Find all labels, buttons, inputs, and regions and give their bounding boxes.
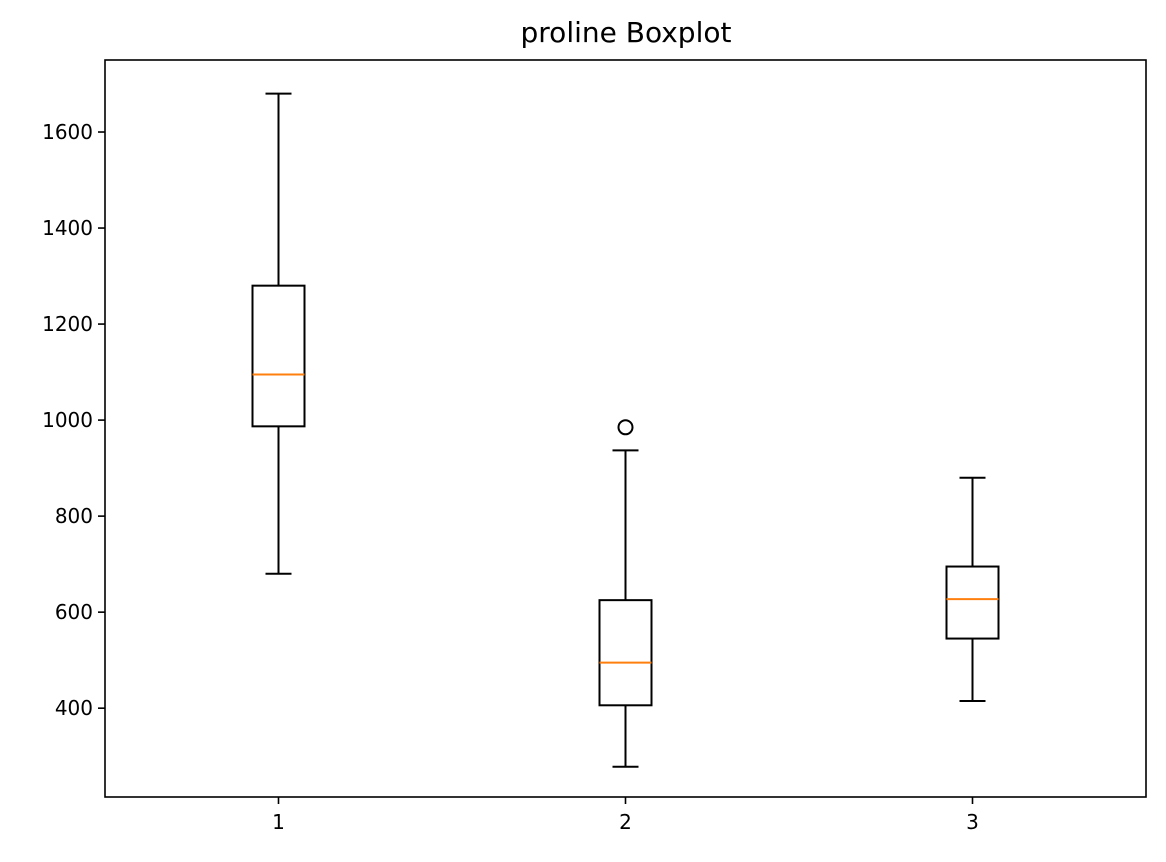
- x-tick-label: 1: [272, 810, 285, 834]
- chart-marks: 400 600 800 1000 1200 1400 1600 1 2 3: [42, 92, 1000, 834]
- y-tick-label: 1000: [42, 408, 93, 432]
- x-tick-label: 3: [966, 810, 979, 834]
- y-tick-label: 800: [55, 504, 93, 528]
- y-tick-label: 1600: [42, 120, 93, 144]
- x-tick-label: 2: [619, 810, 632, 834]
- y-tick-label: 600: [55, 600, 93, 624]
- outlier-point: [617, 419, 634, 436]
- box-iqr: [598, 599, 653, 707]
- plot-area-frame: [104, 59, 1147, 798]
- y-tick-label: 1200: [42, 312, 93, 336]
- y-tick-label: 1400: [42, 216, 93, 240]
- chart-title: proline Boxplot: [521, 16, 732, 49]
- box-iqr: [251, 284, 306, 428]
- box-iqr: [945, 565, 1000, 640]
- y-tick-label: 400: [55, 696, 93, 720]
